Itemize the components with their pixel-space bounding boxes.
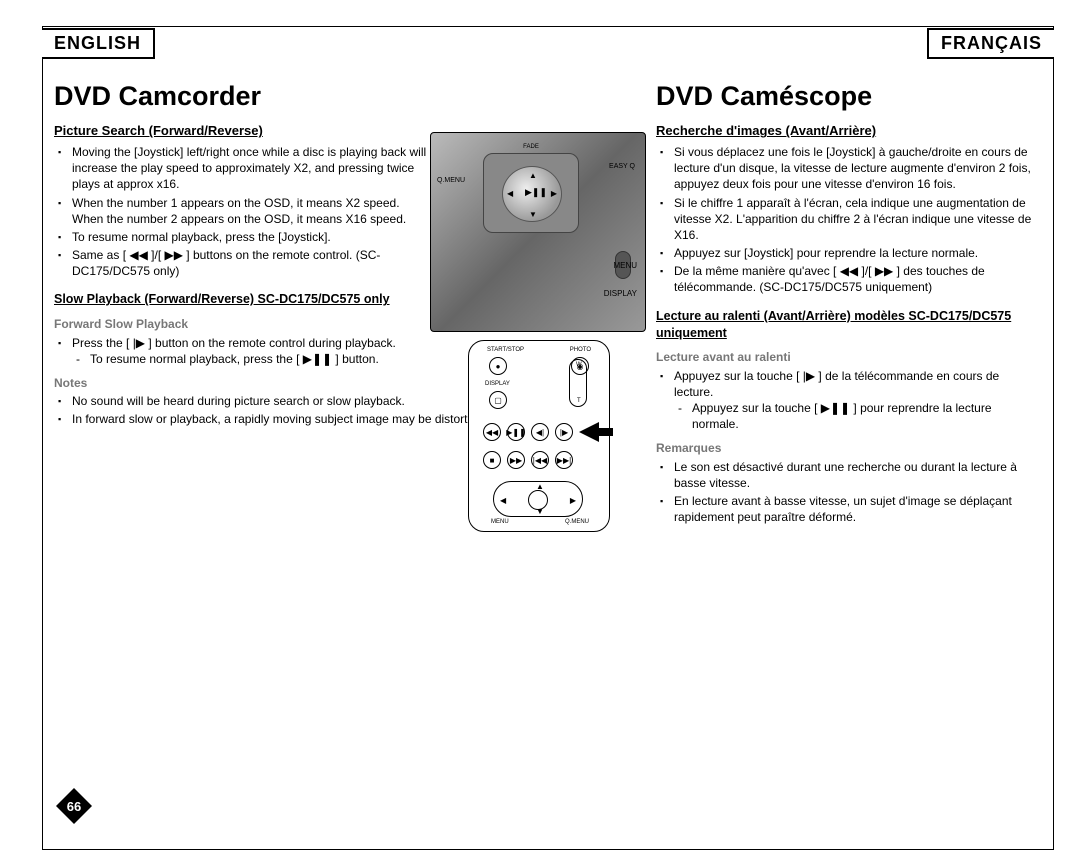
title-left: DVD Camcorder (54, 78, 434, 114)
note: Le son est désactivé durant une recherch… (660, 459, 1036, 491)
camcorder-body: FADE ▶❚❚ ◀ ▶ ▲ ▼ Q.MENU EASY Q MENU DISP… (430, 132, 646, 332)
language-tab-francais: FRANÇAIS (927, 28, 1054, 59)
bullet: To resume normal playback, press the [Jo… (58, 229, 434, 245)
remote-stop-button: ■ (483, 451, 501, 469)
bullets-lecture: Appuyez sur la touche [ |▶ ] de la téléc… (656, 368, 1036, 433)
notes-label: Notes (54, 375, 434, 391)
menu-label: MENU (613, 261, 637, 270)
bullets-picture-search: Moving the [Joystick] left/right once wh… (54, 144, 434, 280)
page-number-badge: 66 (54, 786, 94, 826)
title-right: DVD Caméscope (656, 78, 1036, 114)
remote-photo-label: PHOTO (570, 347, 591, 353)
remote-start-label: START/STOP (487, 347, 524, 353)
remote-slowrev-button: ◀| (531, 423, 549, 441)
sub-bullets: Appuyez sur la touche [ ▶❚❚ ] pour repre… (674, 400, 1036, 432)
language-tab-english: ENGLISH (42, 28, 155, 59)
section-slow-playback: Slow Playback (Forward/Reverse) SC-DC175… (54, 291, 434, 308)
bullet: Press the [ |▶ ] button on the remote co… (58, 335, 434, 367)
page-number: 66 (67, 799, 81, 814)
bullet: Moving the [Joystick] left/right once wh… (58, 144, 434, 193)
note: En lecture avant à basse vitesse, un suj… (660, 493, 1036, 525)
remote-display-label: DISPLAY (485, 381, 510, 387)
bullet-text: Press the [ |▶ ] button on the remote co… (72, 336, 396, 350)
bullet: Appuyez sur la touche [ |▶ ] de la téléc… (660, 368, 1036, 433)
remote-playback-row1: ◀◀ ▶❚❚ ◀| |▶ (483, 423, 573, 441)
remote-ff-button: ▶▶ (507, 451, 525, 469)
column-english: DVD Camcorder Picture Search (Forward/Re… (54, 78, 434, 429)
bullet: Same as [ ◀◀ ]/[ ▶▶ ] buttons on the rem… (58, 247, 434, 279)
zoom-w: W (576, 362, 582, 368)
bullet: Appuyez sur [Joystick] pour reprendre la… (660, 245, 1036, 261)
display-label: DISPLAY (604, 289, 637, 298)
bullet: Si le chiffre 1 apparaît à l'écran, cela… (660, 195, 1036, 244)
lecture-avant-label: Lecture avant au ralenti (656, 349, 1036, 365)
section-recherche: Recherche d'images (Avant/Arrière) (656, 122, 1036, 140)
bullet: Si vous déplacez une fois le [Joystick] … (660, 144, 1036, 193)
sub-bullets: To resume normal playback, press the [ ▶… (72, 351, 434, 367)
bullet: When the number 1 appears on the OSD, it… (58, 195, 434, 227)
remote-zoom-rocker: W T (569, 359, 587, 407)
bullets-recherche: Si vous déplacez une fois le [Joystick] … (656, 144, 1036, 296)
remote-display-button: ▢ (489, 391, 507, 409)
fade-label: FADE (484, 144, 578, 150)
forward-slow-label: Forward Slow Playback (54, 316, 434, 332)
bullets-slow-playback: Press the [ |▶ ] button on the remote co… (54, 335, 434, 367)
sub-bullet: Appuyez sur la touche [ ▶❚❚ ] pour repre… (678, 400, 1036, 432)
joystick-pad: FADE ▶❚❚ ◀ ▶ ▲ ▼ (483, 153, 579, 233)
remote-slowfwd-button: |▶ (555, 423, 573, 441)
easyq-label: EASY Q (609, 163, 635, 170)
remote-next-button: ▶▶| (555, 451, 573, 469)
joystick-circle: ▶❚❚ ◀ ▶ ▲ ▼ (502, 166, 562, 222)
remarques-label: Remarques (656, 440, 1036, 456)
section-lecture-ralenti: Lecture au ralenti (Avant/Arrière) modèl… (656, 308, 1036, 342)
qmenu-label: Q.MENU (437, 177, 465, 184)
remote-control: START/STOP PHOTO ● ◉ DISPLAY ▢ W T ◀◀ ▶❚… (468, 340, 610, 532)
column-francais: DVD Caméscope Recherche d'images (Avant/… (656, 78, 1036, 527)
remote-menu-label: MENU (491, 519, 509, 525)
zoom-t: T (577, 398, 581, 404)
remote-nav-pad: ◀ ▶ ▲ ▼ (493, 481, 583, 517)
remote-prev-button: |◀◀ (531, 451, 549, 469)
device-illustration: FADE ▶❚❚ ◀ ▶ ▲ ▼ Q.MENU EASY Q MENU DISP… (430, 132, 646, 538)
section-picture-search: Picture Search (Forward/Reverse) (54, 122, 434, 140)
remote-start-button: ● (489, 357, 507, 375)
bullet-text: Appuyez sur la touche [ |▶ ] de la téléc… (674, 369, 999, 399)
remote-play-button: ▶❚❚ (507, 423, 525, 441)
pointer-arrow (579, 419, 613, 450)
remote-rew-button: ◀◀ (483, 423, 501, 441)
remarques-list: Le son est désactivé durant une recherch… (656, 459, 1036, 526)
remote-playback-row2: ■ ▶▶ |◀◀ ▶▶| (483, 451, 573, 469)
bullet: De la même manière qu'avec [ ◀◀ ]/[ ▶▶ ]… (660, 263, 1036, 295)
sub-bullet: To resume normal playback, press the [ ▶… (76, 351, 434, 367)
remote-qmenu-label: Q.MENU (565, 519, 589, 525)
